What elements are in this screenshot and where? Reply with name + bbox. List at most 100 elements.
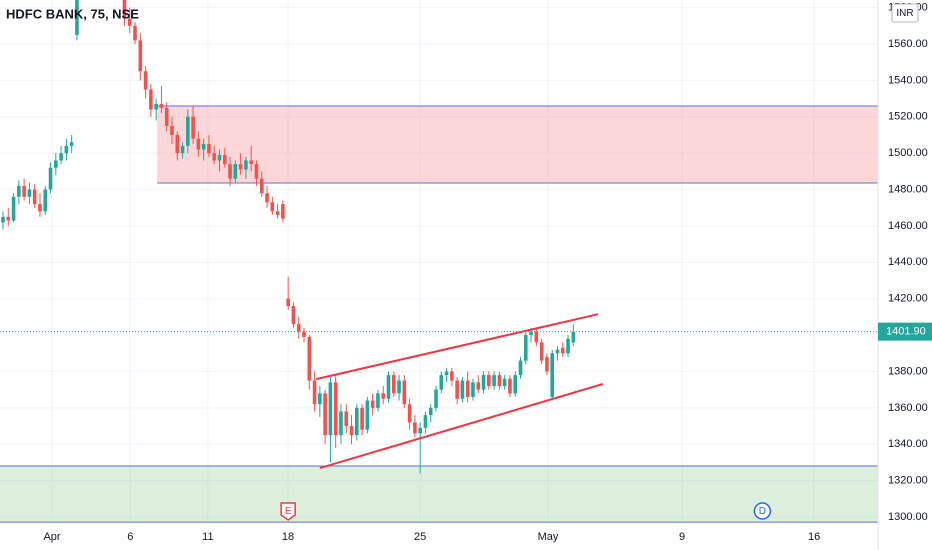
candle-body bbox=[492, 375, 496, 387]
candle-body bbox=[376, 393, 380, 408]
y-tick-label: 1380.00 bbox=[888, 365, 928, 377]
candle-body bbox=[265, 193, 269, 203]
candle-body bbox=[59, 153, 63, 161]
candle-body bbox=[11, 196, 16, 221]
candle-body bbox=[571, 331, 576, 343]
candle-body bbox=[434, 389, 438, 408]
candle-body bbox=[328, 382, 333, 436]
candle-body bbox=[539, 342, 544, 361]
candle-body bbox=[275, 211, 280, 216]
candle-body bbox=[312, 380, 317, 405]
candle-body bbox=[217, 154, 222, 161]
candle-body bbox=[344, 411, 349, 427]
candle-body bbox=[502, 378, 507, 387]
candle-body bbox=[27, 189, 32, 197]
candle-body bbox=[32, 189, 37, 205]
x-tick-label: 11 bbox=[202, 531, 213, 543]
candle-body bbox=[64, 145, 69, 154]
x-tick-label: May bbox=[538, 531, 559, 543]
candle-body bbox=[513, 375, 518, 394]
candle-body bbox=[566, 338, 570, 354]
x-tick-label: 6 bbox=[127, 531, 133, 543]
candle-body bbox=[186, 116, 190, 146]
candle-body bbox=[560, 347, 565, 354]
candle-body bbox=[481, 375, 486, 390]
candle-body bbox=[69, 142, 74, 146]
candle-body bbox=[143, 71, 148, 90]
candle-body bbox=[455, 380, 459, 399]
candle-body bbox=[54, 160, 58, 168]
currency-box bbox=[891, 3, 919, 23]
candle-body bbox=[38, 204, 42, 212]
trend-line bbox=[315, 313, 599, 381]
candle-body bbox=[365, 400, 370, 430]
candle-body bbox=[355, 407, 359, 436]
x-tick-label: 18 bbox=[282, 531, 294, 543]
currency-label: INR bbox=[896, 8, 913, 19]
candle-body bbox=[212, 153, 217, 161]
candle-body bbox=[17, 185, 21, 197]
candle-body bbox=[518, 360, 523, 376]
candle-body bbox=[476, 382, 481, 390]
axes: 1300.001320.001340.001360.001380.001400.… bbox=[43, 2, 932, 543]
candle-body bbox=[381, 393, 386, 399]
candle-body bbox=[259, 178, 264, 194]
candle-body bbox=[196, 138, 201, 150]
y-tick-label: 1440.00 bbox=[888, 256, 928, 268]
candle-body bbox=[428, 407, 433, 416]
candle-body bbox=[555, 349, 560, 354]
candle-body bbox=[508, 378, 512, 394]
candle-body bbox=[244, 160, 248, 170]
candle-body bbox=[397, 380, 401, 394]
y-tick-label: 1360.00 bbox=[888, 402, 928, 414]
candle-body bbox=[127, 18, 132, 26]
last-price-box bbox=[878, 322, 932, 341]
x-tick-label: 25 bbox=[414, 531, 426, 543]
last-price-label: 1401.90 bbox=[886, 326, 926, 338]
candle-body bbox=[386, 375, 391, 399]
candle-body bbox=[423, 415, 428, 428]
y-tick-label: 1560.00 bbox=[888, 38, 928, 50]
y-tick-label: 1300.00 bbox=[888, 511, 928, 523]
candle-body bbox=[122, 0, 127, 19]
x-tick-label: Apr bbox=[43, 531, 60, 543]
x-tick-label: 16 bbox=[808, 531, 820, 543]
candle-body bbox=[6, 216, 11, 221]
candle-body bbox=[233, 164, 238, 179]
candle-body bbox=[149, 89, 153, 110]
y-tick-label: 1520.00 bbox=[888, 111, 928, 123]
candle-body bbox=[228, 164, 232, 179]
y-tick-label: 1420.00 bbox=[888, 293, 928, 305]
candle-body bbox=[360, 407, 364, 430]
y-tick-label: 1500.00 bbox=[888, 147, 928, 159]
candle-body bbox=[22, 185, 26, 197]
candle-body bbox=[159, 104, 164, 108]
candle-body bbox=[191, 116, 195, 139]
y-tick-label: 1540.00 bbox=[888, 74, 928, 86]
candle-body bbox=[222, 154, 227, 165]
candle-body bbox=[523, 335, 528, 361]
candle-body bbox=[48, 167, 53, 190]
candle-body bbox=[254, 164, 259, 179]
y-tick-label: 1460.00 bbox=[888, 220, 928, 232]
candle-body bbox=[402, 380, 407, 405]
candle-body bbox=[460, 380, 465, 399]
candle-body bbox=[302, 331, 306, 337]
candle-body bbox=[413, 422, 417, 434]
candle-body bbox=[529, 331, 533, 336]
event-label: E bbox=[285, 506, 292, 517]
candle-body bbox=[133, 25, 137, 41]
candle-body bbox=[180, 145, 185, 154]
candle-body bbox=[307, 336, 312, 381]
candle-body bbox=[1, 216, 5, 223]
candle-body bbox=[439, 375, 444, 390]
candle-body bbox=[349, 426, 354, 436]
candle-body bbox=[281, 204, 285, 219]
candle-body bbox=[545, 356, 549, 372]
candle-body bbox=[407, 404, 412, 423]
candle-body bbox=[550, 353, 554, 397]
candle-body bbox=[487, 375, 491, 387]
candle-body bbox=[296, 324, 301, 332]
